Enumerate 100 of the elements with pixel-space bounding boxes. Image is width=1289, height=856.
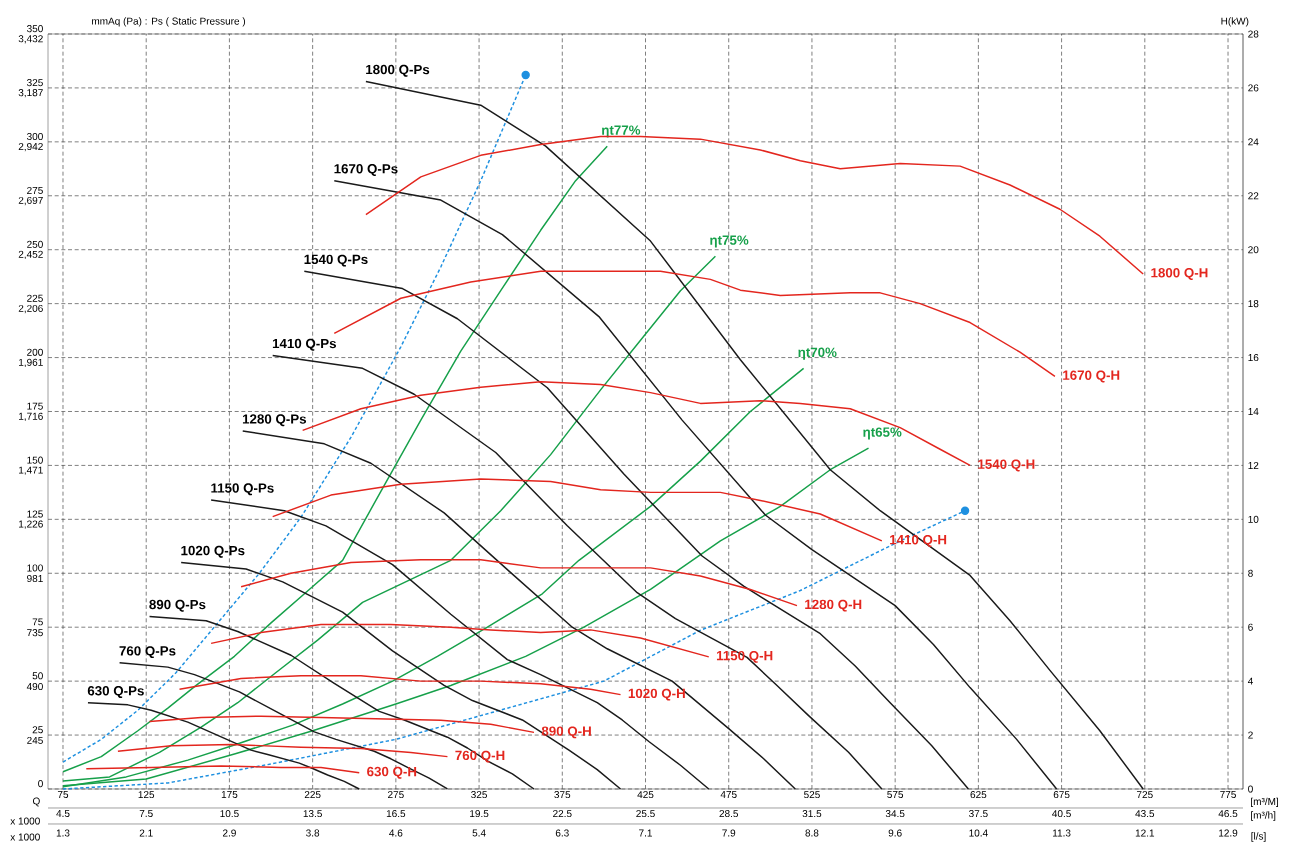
x2-tick-label: 4.5 xyxy=(56,810,70,818)
y-tick-label: 125 xyxy=(27,510,43,518)
text: x 1000 xyxy=(10,833,40,841)
y3-tick-label: 1,961 xyxy=(19,358,43,368)
y3-tick-label: 245 xyxy=(27,736,43,744)
y-tick-label: 325 xyxy=(26,79,43,87)
x2-tick-label: 25.5 xyxy=(636,810,655,818)
series-label: 1410 Q-Ps xyxy=(272,338,336,351)
text: 10.4 xyxy=(969,829,988,837)
series-label: 1150 Q-Ps xyxy=(211,483,274,496)
series-label: 760 Q-H xyxy=(455,750,505,763)
x-tick-label: 725 xyxy=(1136,791,1153,799)
y3-tick-label: 2,452 xyxy=(18,250,43,260)
text: 6.3 xyxy=(555,829,569,837)
y2-tick-label: 18 xyxy=(1248,300,1259,308)
y-axis-title: mmAq (Pa) : Ps ( Static Pressure ) xyxy=(92,17,246,27)
text: 1.3 xyxy=(56,829,70,837)
y3-tick-label: 3,432 xyxy=(18,35,43,44)
line-series xyxy=(178,675,622,696)
x2-tick-label: 43.5 xyxy=(1135,810,1155,818)
y2-tick-label: 0 xyxy=(1248,785,1253,793)
x-tick-label: 575 xyxy=(887,791,904,799)
y-tick-label: 0 xyxy=(38,780,43,788)
series-label: 1280 Q-H xyxy=(805,599,862,612)
x2-axis-title: [m³/h] xyxy=(1251,811,1276,821)
text: 12.9 xyxy=(1219,829,1238,837)
text: 11.3 xyxy=(1052,829,1071,837)
x-tick-label: 425 xyxy=(637,791,654,799)
y2-tick-label: 8 xyxy=(1248,569,1253,577)
y2-tick-label: 22 xyxy=(1248,192,1259,200)
y-tick-label: 225 xyxy=(27,294,43,302)
y3-tick-label: 1,471 xyxy=(19,466,43,475)
y3-tick-label: 1,226 xyxy=(19,520,43,529)
series-label: ηt75% xyxy=(710,235,749,248)
x2-tick-label: 40.5 xyxy=(1052,810,1071,818)
x-tick-label: 625 xyxy=(970,791,987,799)
series-label: 760 Q-Ps xyxy=(119,646,176,659)
series-label: 1540 Q-Ps xyxy=(304,254,368,267)
y-tick-label: 75 xyxy=(32,618,43,626)
x-tick-label: 75 xyxy=(57,791,69,799)
x-tick-label: 525 xyxy=(804,791,820,799)
x2-tick-label: 10.5 xyxy=(220,810,239,818)
x-tick-label: 675 xyxy=(1053,791,1070,799)
y-tick-label: 100 xyxy=(27,564,43,572)
text: 5.4 xyxy=(472,829,486,837)
text: 4.6 xyxy=(389,829,403,837)
x2-tick-label: 46.5 xyxy=(1218,810,1238,818)
y2-tick-label: 6 xyxy=(1248,623,1253,631)
x2-tick-label: 7.5 xyxy=(139,810,153,818)
y2-tick-label: 16 xyxy=(1248,354,1259,362)
series-label: 890 Q-Ps xyxy=(149,599,206,612)
series-label: 1670 Q-Ps xyxy=(334,164,398,176)
series-label: 630 Q-Ps xyxy=(87,686,144,698)
y3-tick-label: 3,187 xyxy=(18,89,43,98)
text: 12.1 xyxy=(1135,829,1155,837)
x-tick-label: 775 xyxy=(1220,791,1236,799)
series-label: 1020 Q-Ps xyxy=(181,545,245,558)
series-label: 1020 Q-H xyxy=(628,688,685,701)
y2-tick-label: 2 xyxy=(1248,731,1253,739)
y-tick-label: 275 xyxy=(27,186,43,194)
x-axis-title: [m³/M] xyxy=(1251,797,1278,807)
text: 9.6 xyxy=(888,829,902,837)
y2-axis-title: H(kW) xyxy=(1221,17,1249,27)
y2-tick-label: 28 xyxy=(1248,30,1259,38)
text: 7.9 xyxy=(722,829,736,837)
y-tick-label: 50 xyxy=(32,672,43,680)
y3-tick-label: 981 xyxy=(27,574,43,583)
series-label: 630 Q-H xyxy=(367,766,417,779)
line-series xyxy=(117,743,449,758)
text: Q xyxy=(33,797,40,807)
series-label: 1540 Q-H xyxy=(978,459,1035,472)
y2-tick-label: 4 xyxy=(1247,677,1253,685)
series-label: 890 Q-H xyxy=(541,726,591,739)
series-label: 1800 Q-H xyxy=(1151,268,1208,280)
y3-tick-label: 2,206 xyxy=(18,304,43,314)
y2-tick-label: 26 xyxy=(1248,84,1259,92)
series-label: ηt65% xyxy=(863,427,902,440)
text: 3.8 xyxy=(306,829,320,837)
y3-tick-label: 735 xyxy=(27,629,43,637)
x2-tick-label: 31.5 xyxy=(802,810,822,818)
y-tick-label: 200 xyxy=(27,348,43,356)
x-tick-label: 325 xyxy=(471,791,487,799)
text: 7.1 xyxy=(639,829,652,837)
x2-tick-label: 13.5 xyxy=(303,810,322,818)
y-tick-label: 150 xyxy=(27,456,43,464)
series-label: ηt70% xyxy=(798,347,837,360)
y3-tick-label: 490 xyxy=(26,682,43,691)
text: 8.8 xyxy=(805,829,819,837)
y2-tick-label: 12 xyxy=(1248,461,1259,469)
x-tick-label: 475 xyxy=(720,791,737,799)
series-label: 1800 Q-Ps xyxy=(366,64,430,77)
x2-tick-label: 19.5 xyxy=(470,810,489,818)
y-tick-label: 25 xyxy=(32,726,43,734)
x2-tick-label: 34.5 xyxy=(885,810,905,818)
series-label: 1670 Q-H xyxy=(1063,370,1120,383)
line-series xyxy=(85,765,360,774)
x-tick-label: 225 xyxy=(304,791,321,799)
y3-tick-label: 1,716 xyxy=(19,412,43,421)
x2-tick-label: 22.5 xyxy=(553,810,572,818)
y-tick-label: 175 xyxy=(27,402,43,410)
